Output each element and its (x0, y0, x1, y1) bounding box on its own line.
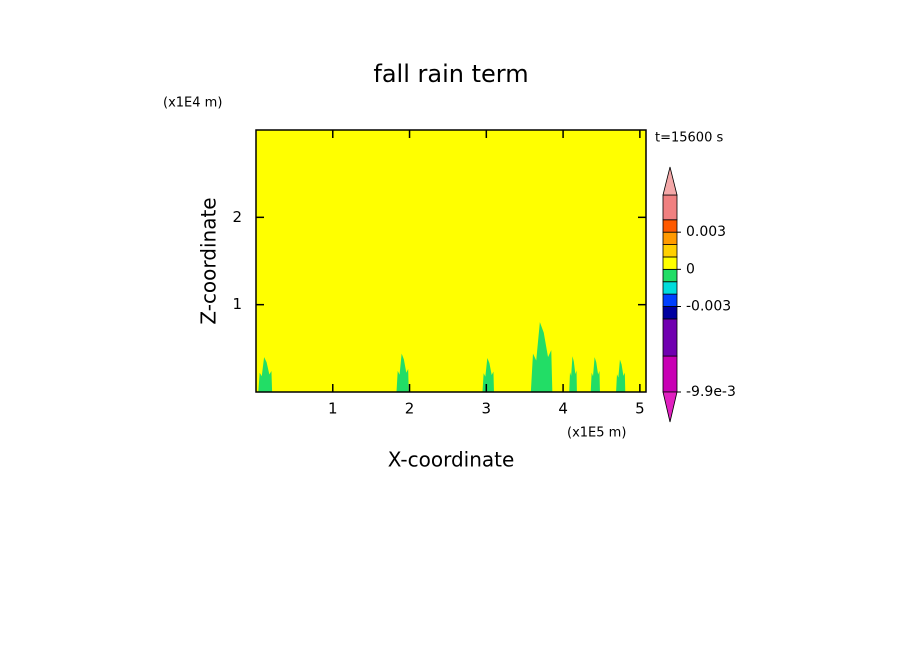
x-tick-label: 1 (328, 400, 338, 418)
y-unit: (x1E4 m) (163, 96, 222, 111)
rain-feature (616, 359, 626, 392)
colorbar-band (662, 244, 678, 258)
colorbar-band (662, 318, 678, 357)
colorbar-band (662, 219, 678, 233)
colorbar-band (662, 268, 678, 283)
x-axis-label: X-coordinate (388, 448, 515, 472)
colorbar-tick-label: -9.9e-3 (686, 384, 736, 400)
colorbar-band (662, 355, 678, 393)
rain-feature (482, 357, 494, 392)
colorbar-band (662, 231, 678, 245)
chart-title: fall rain term (373, 60, 528, 88)
colorbar-band (662, 293, 678, 307)
plot-frame (255, 129, 647, 393)
x-tick-label: 5 (635, 400, 645, 418)
x-tick-label: 4 (558, 400, 568, 418)
x-tick-label: 2 (405, 400, 415, 418)
y-axis-label: Z-coordinate (197, 197, 221, 324)
rain-feature (396, 353, 409, 392)
x-tick-label: 3 (482, 400, 492, 418)
rain-feature (530, 322, 553, 392)
rain-feature (569, 356, 577, 392)
y-tick-label: 2 (232, 208, 242, 226)
colorbar-band (662, 281, 678, 295)
colorbar-band (662, 256, 678, 270)
colorbar-tick-label: 0 (686, 261, 695, 277)
y-tick-label: 1 (232, 295, 242, 313)
colorbar-extend-low (662, 391, 678, 423)
colorbar-tick-label: -0.003 (686, 299, 731, 315)
x-unit: (x1E5 m) (567, 426, 626, 441)
time-label: t=15600 s (655, 131, 723, 146)
field-background (256, 130, 646, 392)
colorbar-band (662, 306, 678, 320)
colorbar-tick-label: 0.003 (686, 224, 726, 240)
colorbar-band (662, 194, 678, 221)
colorbar-extend-high (662, 166, 678, 196)
rain-feature (258, 357, 273, 392)
rain-feature (590, 357, 600, 392)
